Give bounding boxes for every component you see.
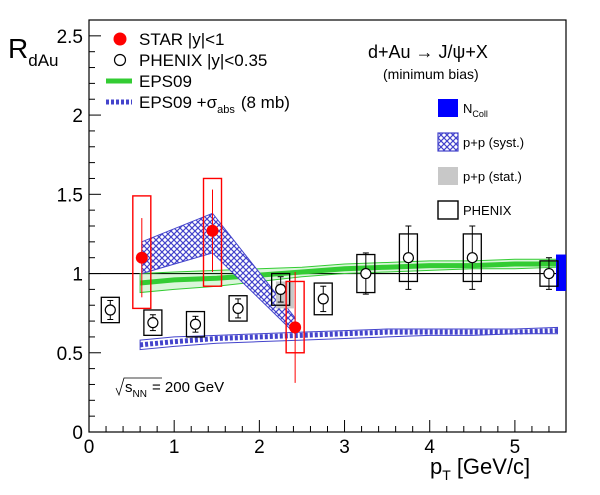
phenix-syst-box <box>271 272 291 306</box>
phenix-syst-box <box>228 295 248 322</box>
phenix-syst-box <box>143 309 163 336</box>
y-axis-label: RdAu <box>8 33 58 70</box>
box-legend-swatch <box>437 200 459 220</box>
x-tick-label: 0 <box>84 437 95 458</box>
svg-text:sNN= 200 GeV: sNN = 200 GeV <box>125 379 224 400</box>
phenix-point <box>104 304 116 316</box>
x-tick-label: 4 <box>424 437 435 458</box>
y-tick-label: 0.5 <box>57 344 83 365</box>
x-axis-label-unit: [GeV/c] <box>457 454 530 479</box>
ncoll-box <box>556 254 566 291</box>
x-axis-label-sub: T <box>442 467 451 483</box>
star-syst-box <box>202 177 223 287</box>
box-legend: NColl p+p (syst.) p+p (stat.) PHENIX <box>437 99 524 220</box>
series-legend: STAR |y|<1 PHENIX |y|<0.35 EPS09 EPS09 +σab… <box>106 30 290 116</box>
box-legend-label: p+p (stat.) <box>463 169 522 184</box>
eps09-abs-line <box>139 328 558 348</box>
legend-star-marker <box>113 32 127 46</box>
phenix-syst-box <box>313 282 333 316</box>
box-legend-label: PHENIX <box>463 203 512 218</box>
legend-eps09-abs-label: EPS09 +σabs (8 mb) <box>139 93 290 116</box>
phenix-point <box>317 293 329 305</box>
phenix-point <box>402 252 415 264</box>
y-tick-label: 2.5 <box>57 27 83 48</box>
box-legend-label: p+p (syst.) <box>463 135 524 150</box>
star-point <box>289 321 302 334</box>
phenix-point <box>275 283 287 295</box>
energy-value: = 200 GeV <box>152 379 224 396</box>
star-point <box>206 224 219 237</box>
y-axis-label-sub: dAu <box>28 51 58 70</box>
x-tick-label: 1 <box>169 437 180 458</box>
condition-label: (minimum bias) <box>383 66 479 82</box>
box-legend-swatch <box>438 99 458 117</box>
y-tick-label: 2 <box>72 106 83 127</box>
reaction-label: d+Au → J/ψ+X <box>368 42 488 62</box>
x-tick-label: 5 <box>510 437 521 458</box>
y-tick-label: 0 <box>72 423 83 444</box>
legend-star-label: STAR |y|<1 <box>139 30 225 49</box>
legend-phenix-marker <box>113 53 127 67</box>
eps09-line <box>139 261 558 286</box>
phenix-syst-box <box>185 310 206 338</box>
y-tick-label: 1 <box>72 265 83 286</box>
legend-phenix-label: PHENIX |y|<0.35 <box>139 51 267 70</box>
eps09-abs-band <box>139 326 558 351</box>
phenix-point <box>466 252 478 264</box>
legend-eps09-label: EPS09 <box>139 72 192 91</box>
y-tick-label: 1.5 <box>57 185 83 206</box>
plot-layer: 0 0.5 1 1.5 2 2.5 0 1 2 3 4 5 STAR |y|<1 PHENIX |y|<0… <box>57 19 567 458</box>
x-tick-label: 2 <box>254 437 265 458</box>
phenix-point <box>543 267 555 280</box>
box-legend-label: NColl <box>463 101 488 119</box>
x-tick-label: 3 <box>339 437 350 458</box>
box-legend-swatch <box>437 132 459 152</box>
phenix-syst-box <box>100 296 120 324</box>
phenix-point <box>232 302 244 314</box>
phenix-point <box>189 318 202 330</box>
box-legend-swatch <box>438 167 458 185</box>
phenix-point <box>147 317 159 329</box>
energy-sub: NN <box>133 389 147 400</box>
star-syst-box <box>132 195 152 310</box>
x-axis-label: pT [GeV/c] <box>430 454 530 483</box>
star-point <box>135 251 148 264</box>
phenix-point <box>360 267 372 280</box>
